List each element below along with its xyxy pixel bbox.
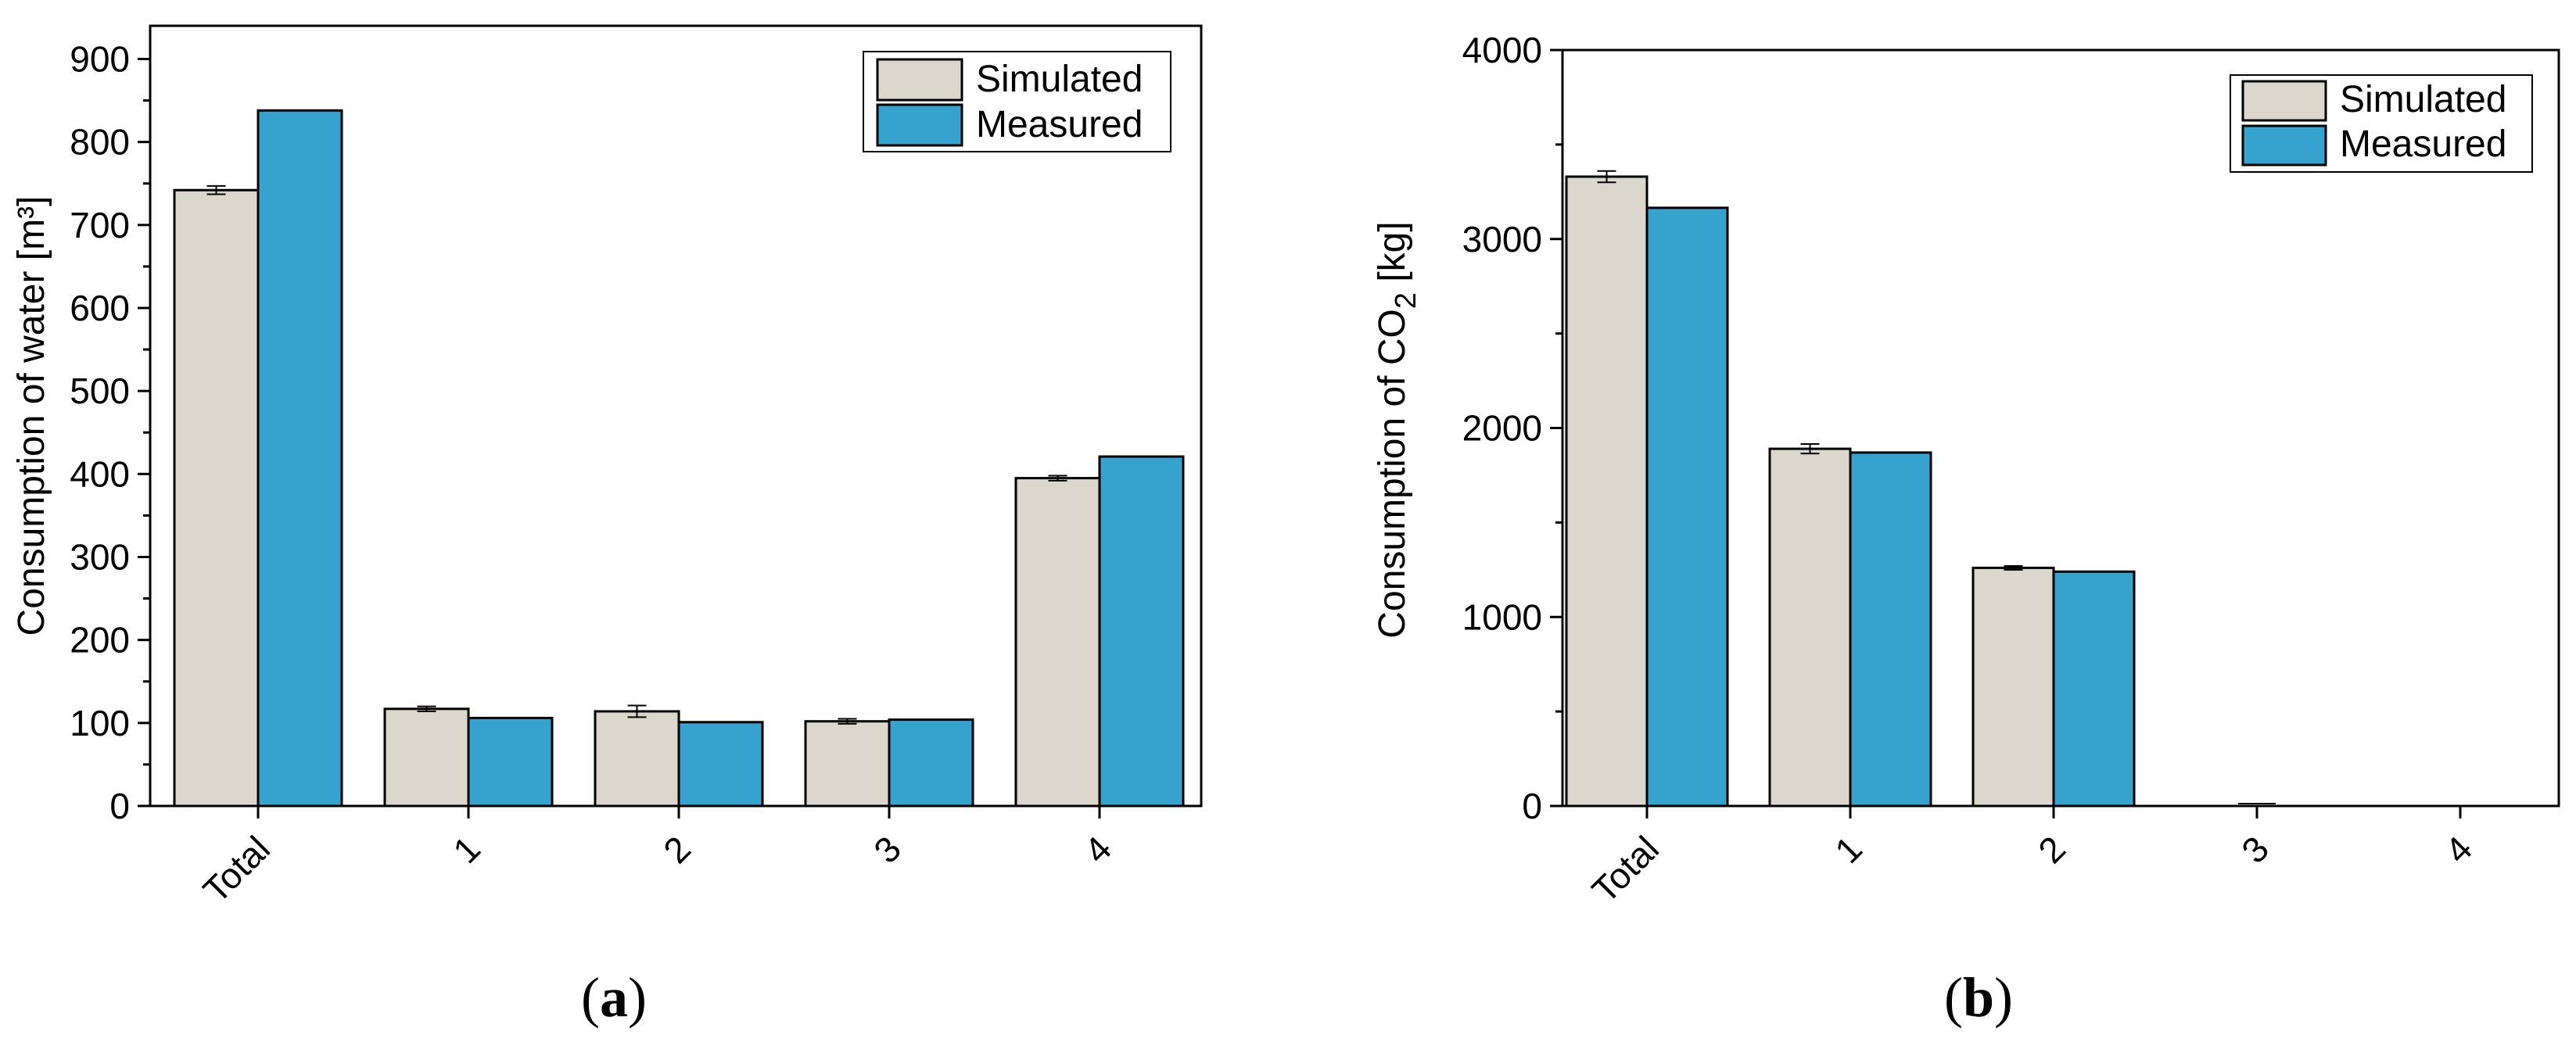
panel-b-bar-measured-1 (1849, 451, 1932, 808)
panel-b-legend: Simulated Measured (2230, 74, 2533, 173)
panel-b-legend-label-measured: Measured (2340, 124, 2506, 165)
panel-b-bars (1565, 170, 2276, 808)
panel-b-y-tick-label: 4000 (1462, 30, 1542, 70)
panel-b-bar-measured-total (1645, 206, 1729, 808)
panel-b-x-tick-label-2: 2 (2030, 828, 2073, 871)
panel-b-y-tick-label: 3000 (1462, 219, 1542, 260)
panel-b-x-tick-label-1: 1 (1827, 828, 1870, 871)
panel-b-x-tick-label-4: 4 (2437, 828, 2480, 871)
panel-a-bar-measured-1 (467, 716, 554, 808)
panel-b-y-axis-title-prefix: Consumption of CO (1372, 309, 1413, 639)
panel-a-y-tick-label: 400 (70, 453, 130, 494)
panel-a-legend: Simulated Measured (863, 51, 1171, 152)
panel-a: 0 100 200 300 400 500 600 700 800 900 Total 1 2 3 4 C… (11, 24, 1203, 1029)
panel-a-legend-swatch-measured (876, 103, 963, 147)
panel-b-caption: (b) (1944, 966, 2013, 1029)
panel-a-error-bar-simulated-3 (838, 718, 857, 725)
panel-a-error-bar-simulated-1 (417, 705, 436, 712)
panel-a-bar-measured-total (257, 109, 343, 808)
panel-a-x-tick-label-4: 4 (1076, 828, 1119, 871)
panel-a-caption-letter: a (600, 966, 628, 1029)
panel-a-legend-swatch-simulated (876, 58, 963, 102)
panel-a-x-tick-label-1: 1 (445, 828, 488, 871)
panel-a-bar-measured-2 (677, 721, 764, 808)
panel-a-y-tick-label: 700 (70, 205, 130, 245)
panel-a-bar-simulated-3 (804, 720, 891, 808)
panel-b-y-axis-title-subscript: 2 (1390, 292, 1423, 309)
panel-b-y-tick-label: 1000 (1462, 596, 1542, 637)
panel-b-y-axis-title-suffix: [kg] (1372, 221, 1413, 292)
panel-b-bar-simulated-2 (1971, 566, 2055, 808)
panel-b-error-bar-simulated-2 (2004, 564, 2023, 571)
panel-b-y-tick-label: 2000 (1462, 408, 1542, 449)
panel-a-legend-label-measured: Measured (976, 104, 1143, 145)
panel-a-y-tick-label: 0 (109, 786, 130, 826)
panel-a-x-tick-label-3: 3 (866, 828, 909, 871)
panel-b-bar-measured-2 (2052, 570, 2136, 808)
panel-b-legend-label-simulated: Simulated (2340, 79, 2506, 120)
panel-b-bar-simulated-1 (1768, 447, 1852, 808)
panel-b-y-axis-title: Consumption of CO2 [kg] (1372, 221, 1423, 638)
panel-a-bar-measured-4 (1098, 455, 1185, 808)
panel-a-bar-simulated-total (173, 188, 260, 808)
panel-b-x-tick-label-total: Total (1584, 828, 1667, 910)
panel-a-bar-simulated-1 (383, 707, 470, 808)
panel-b-bar-simulated-total (1565, 175, 1649, 808)
panel-a-caption: (a) (581, 966, 647, 1029)
panel-a-bars (173, 109, 1185, 808)
panel-a-y-tick-label: 100 (70, 703, 130, 743)
panel-b-x-tick-label-3: 3 (2233, 828, 2276, 871)
panel-b: 0 1000 2000 3000 4000 Total 1 2 3 4 Consumption … (1372, 30, 2560, 1029)
panel-b-legend-swatch-simulated (2241, 80, 2327, 122)
panel-a-bar-simulated-2 (594, 710, 680, 808)
panel-a-error-bar-simulated-4 (1048, 475, 1067, 482)
panel-a-x-ticks: Total 1 2 3 4 (196, 806, 1119, 911)
panel-a-y-tick-label: 600 (70, 288, 130, 328)
panel-a-error-bar-simulated-total (206, 184, 226, 195)
panel-a-y-tick-label: 300 (70, 536, 130, 577)
panel-b-caption-letter: b (1963, 966, 1994, 1029)
panel-a-y-tick-label: 900 (70, 38, 130, 79)
panel-b-x-ticks: Total 1 2 3 4 (1584, 806, 2480, 911)
panel-a-x-tick-label-total: Total (196, 828, 278, 910)
panel-b-error-bar-simulated-1 (1800, 443, 1820, 455)
panel-a-y-axis-title: Consumption of water [m³] (11, 196, 52, 636)
panel-b-error-bar-simulated-total (1597, 170, 1616, 184)
panel-a-y-tick-label: 800 (70, 122, 130, 163)
panel-a-error-bar-simulated-2 (627, 704, 647, 718)
panel-a-y-ticks: 0 100 200 300 400 500 600 700 800 900 (70, 38, 150, 826)
panel-a-x-tick-label-2: 2 (655, 828, 698, 871)
panel-a-bar-measured-3 (888, 718, 974, 808)
panel-a-bar-simulated-4 (1014, 477, 1101, 808)
panel-b-y-ticks: 0 1000 2000 3000 4000 (1462, 30, 1562, 826)
panel-b-legend-swatch-measured (2241, 124, 2327, 167)
panel-a-legend-label-simulated: Simulated (976, 59, 1143, 100)
panel-a-y-tick-label: 200 (70, 620, 130, 661)
panel-a-y-tick-label: 500 (70, 371, 130, 411)
panel-b-y-tick-label: 0 (1522, 786, 1542, 826)
